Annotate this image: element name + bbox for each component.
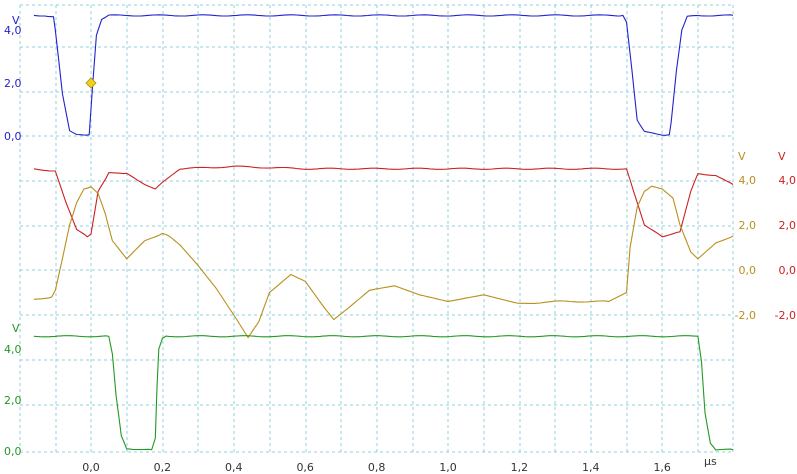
middle-panel-yellow-unit-label: V: [738, 150, 746, 163]
trigger-marker[interactable]: [85, 77, 97, 89]
middle-red-y-tick-label: 2,0: [779, 219, 797, 232]
x-tick-label: 1,6: [653, 461, 671, 474]
middle-yellow-y-tick-label: -2,0: [735, 309, 756, 322]
middle-yellow-y-tick-label: 0,0: [739, 264, 757, 277]
middle-panel-red-unit-label: V: [778, 150, 786, 163]
grid: [19, 4, 734, 453]
x-tick-label: 0,2: [154, 461, 172, 474]
x-axis-unit-label: µs: [704, 455, 717, 468]
middle-red-y-tick-label: 4,0: [779, 174, 797, 187]
top-panel-trace-0: [33, 14, 734, 136]
x-tick-label: 0,8: [368, 461, 386, 474]
bottom-panel-y-ticks: 4,0 2,0 0,0: [4, 343, 22, 458]
x-tick-label: 1,0: [439, 461, 457, 474]
bottom-y-tick-label: 4,0: [4, 343, 22, 356]
x-tick-label: 0,6: [296, 461, 314, 474]
bottom-y-tick-label: 0,0: [4, 445, 22, 458]
bottom-panel-unit-label: V: [12, 322, 20, 335]
middle-panel-trace-0: [33, 165, 734, 238]
x-tick-label: 1,2: [511, 461, 529, 474]
middle-yellow-y-tick-label: 2,0: [739, 219, 757, 232]
middle-red-y-tick-label: -2,0: [775, 309, 796, 322]
middle-panel-y-ticks: 4,0 2,0 0,0 -2,0 4,0 2,0 0,0 -2,0: [735, 174, 796, 322]
top-y-tick-label: 2,0: [4, 77, 22, 90]
top-y-tick-label: 4,0: [4, 24, 22, 37]
top-panel-unit-label: V: [12, 14, 20, 27]
x-axis-ticks: 0,0 0,2 0,4 0,6 0,8 1,0 1,2 1,4 1,6: [82, 461, 671, 474]
x-tick-label: 0,4: [225, 461, 243, 474]
bottom-y-tick-label: 2,0: [4, 394, 22, 407]
x-tick-label: 0,0: [82, 461, 100, 474]
top-panel-y-ticks: 4,0 2,0 0,0: [4, 24, 22, 143]
x-tick-label: 1,4: [582, 461, 600, 474]
middle-panel-trace-1: [33, 185, 734, 339]
middle-yellow-y-tick-label: 4,0: [739, 174, 757, 187]
bottom-panel-trace-0: [33, 335, 734, 451]
middle-red-y-tick-label: 0,0: [779, 264, 797, 277]
traces: [33, 14, 734, 451]
top-y-tick-label: 0,0: [4, 130, 22, 143]
